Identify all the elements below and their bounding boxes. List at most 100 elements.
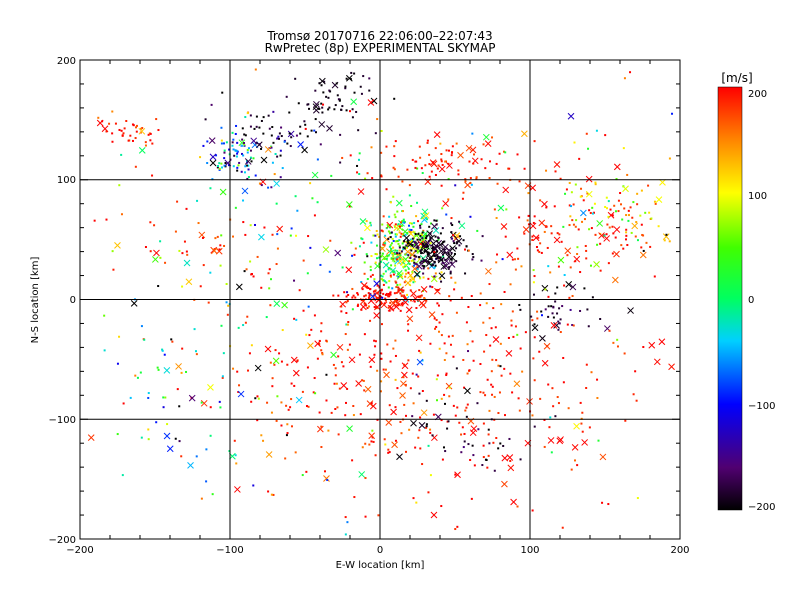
data-point-x [400, 371, 408, 379]
data-point [242, 199, 245, 202]
data-point-x [130, 300, 138, 307]
data-point [399, 420, 402, 423]
data-point [559, 331, 562, 334]
data-point [419, 447, 422, 450]
data-point-x [421, 257, 429, 265]
data-point [445, 149, 448, 152]
data-point-x-stroke [613, 163, 621, 171]
data-point [482, 321, 485, 324]
data-point [507, 336, 510, 339]
data-point [411, 270, 414, 273]
data-point [244, 134, 247, 137]
data-point [449, 343, 452, 346]
data-point [398, 225, 401, 228]
data-point [436, 255, 439, 258]
data-point [397, 175, 400, 178]
data-point [249, 260, 252, 263]
data-point [569, 308, 572, 311]
data-point-x [445, 382, 453, 390]
data-point [194, 350, 197, 353]
data-point [594, 183, 597, 186]
data-point [394, 339, 397, 342]
data-point [504, 235, 507, 238]
data-point [533, 215, 536, 218]
data-point [443, 402, 446, 405]
data-point-x-stroke [603, 235, 611, 242]
data-point [404, 383, 407, 386]
data-point-x [500, 223, 508, 230]
data-point [496, 253, 499, 256]
data-point [392, 166, 395, 169]
data-point [605, 207, 608, 210]
data-point [220, 162, 223, 165]
data-point [447, 198, 450, 201]
data-point [408, 260, 411, 263]
data-point-x-stroke [350, 98, 358, 106]
data-point [502, 444, 505, 447]
data-point [386, 255, 389, 258]
data-point [316, 201, 319, 204]
data-point [409, 256, 412, 259]
data-point [389, 274, 392, 277]
data-point [345, 311, 348, 314]
data-point [420, 294, 423, 297]
data-point-x [613, 163, 621, 171]
data-point [183, 240, 186, 243]
data-point-x [210, 247, 218, 255]
data-point [254, 397, 257, 400]
data-point-x [415, 334, 423, 342]
data-point-x [569, 283, 577, 291]
data-point [347, 320, 350, 323]
data-point [354, 247, 357, 250]
data-point-x-stroke [547, 437, 555, 444]
data-point [235, 462, 238, 465]
data-point-x-stroke [448, 254, 456, 261]
data-point-x [631, 222, 639, 230]
data-point [415, 373, 418, 376]
data-point [544, 308, 547, 311]
data-point [382, 368, 385, 371]
data-point [472, 454, 475, 457]
data-point-x-stroke [421, 216, 428, 223]
data-point [521, 370, 524, 373]
data-point-x-stroke [369, 402, 377, 410]
data-point [348, 343, 351, 346]
data-point-x-stroke [421, 208, 429, 216]
data-point-x-stroke [639, 251, 647, 259]
data-point-x [366, 400, 374, 407]
data-point-x [506, 251, 514, 259]
data-point-x-stroke [431, 244, 439, 252]
data-point [420, 223, 423, 226]
data-point [206, 140, 209, 143]
data-point [330, 411, 333, 414]
data-point [617, 199, 620, 202]
data-point [363, 272, 366, 275]
data-point [365, 253, 368, 256]
data-point [407, 254, 410, 257]
data-point [429, 285, 432, 288]
data-point-x-stroke [432, 227, 440, 234]
data-point-x-stroke [234, 486, 241, 493]
data-point-x-stroke [438, 165, 446, 173]
data-point [367, 296, 370, 299]
data-point [385, 281, 388, 284]
data-point [634, 370, 637, 373]
data-point-x-stroke [567, 112, 575, 120]
data-point [425, 241, 428, 244]
data-point [255, 115, 258, 118]
data-point [129, 396, 132, 399]
data-point-x [287, 130, 295, 138]
data-point [441, 163, 444, 166]
data-point-x-stroke [238, 139, 246, 147]
data-point [384, 297, 387, 300]
data-point [412, 225, 415, 228]
data-point [649, 245, 652, 248]
data-point [394, 235, 397, 238]
data-point [392, 270, 395, 273]
data-point-x [368, 356, 376, 364]
data-point [246, 151, 249, 154]
data-point [458, 220, 461, 223]
data-point [153, 224, 156, 227]
data-point [451, 145, 454, 148]
data-point-x-stroke [425, 259, 433, 267]
